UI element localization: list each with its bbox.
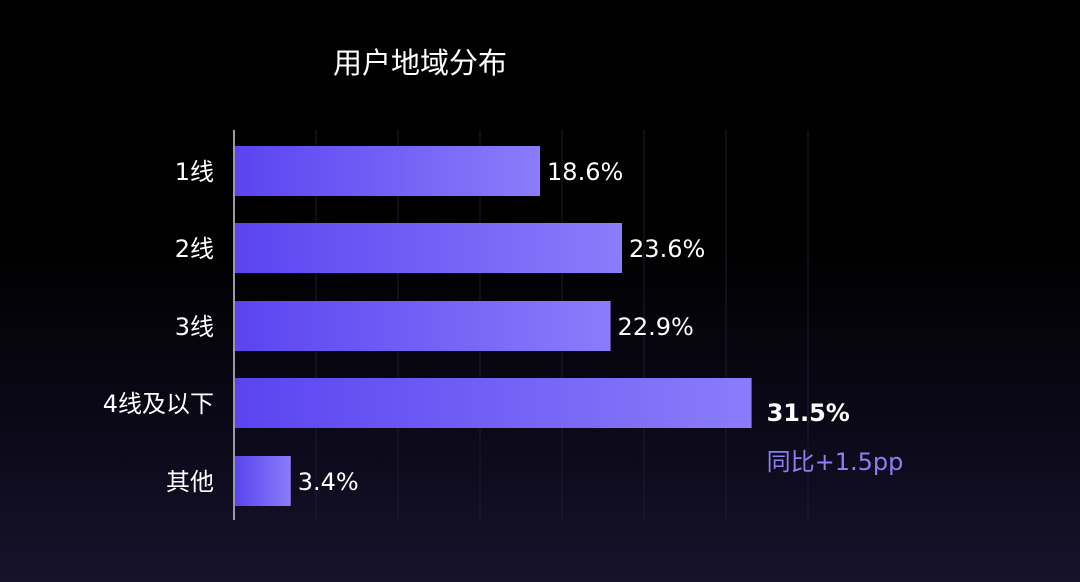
chart-title: 用户地域分布 <box>333 46 507 80</box>
yoy-annotation: 同比+1.5pp <box>767 448 904 476</box>
category-label: 2线 <box>175 235 214 263</box>
bar-3 <box>235 301 611 351</box>
value-label: 22.9% <box>618 313 694 341</box>
labels: 1线 18.6% 2线 23.6% 3线 22.9% 4线及以下 31.5% 其他 3.4% <box>103 158 850 496</box>
value-label: 3.4% <box>298 468 359 496</box>
value-label: 23.6% <box>629 235 705 263</box>
category-label: 1线 <box>175 158 214 186</box>
category-label: 其他 <box>166 468 214 496</box>
category-label: 3线 <box>175 313 214 341</box>
bars <box>235 146 752 506</box>
value-label: 18.6% <box>547 158 623 186</box>
category-label: 4线及以下 <box>103 390 214 418</box>
bar-2 <box>235 223 623 273</box>
bar-1 <box>235 146 541 196</box>
value-label: 31.5% <box>767 399 850 427</box>
bar-4 <box>235 378 752 428</box>
bar-5 <box>235 456 291 506</box>
